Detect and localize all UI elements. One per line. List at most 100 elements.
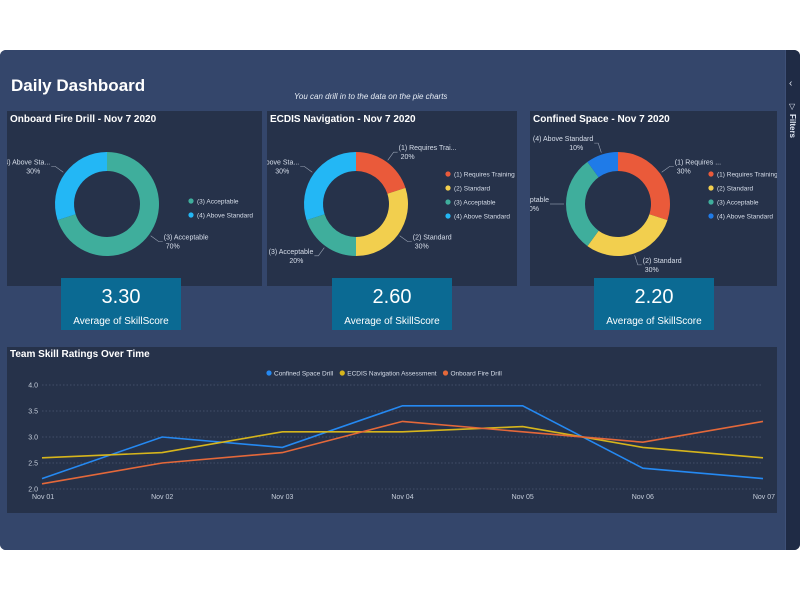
- legend-marker[interactable]: [339, 370, 345, 376]
- kpi-value: 3.30: [101, 286, 141, 308]
- ecdis-donut-card[interactable]: ECDIS Navigation - Nov 7 2020 (1) Requir…: [267, 111, 517, 286]
- kpi-card-fire-drill[interactable]: 3.30 Average of SkillScore: [61, 278, 181, 330]
- kpi-label: Average of SkillScore: [606, 316, 702, 327]
- x-tick-label: Nov 01: [32, 494, 54, 501]
- y-tick-label: 4.0: [28, 383, 38, 390]
- slice-percent: 30%: [645, 267, 659, 274]
- leader-line: [150, 235, 163, 242]
- fire-drill-donut-title: Onboard Fire Drill - Nov 7 2020: [10, 114, 157, 125]
- donut-slice[interactable]: [618, 152, 670, 221]
- fire-drill-donut-card[interactable]: Onboard Fire Drill - Nov 7 2020 (3) Acce…: [7, 111, 262, 286]
- donut-slice[interactable]: [356, 187, 408, 256]
- series-line[interactable]: [41, 420, 764, 485]
- x-tick-label: Nov 02: [151, 494, 173, 501]
- legend-marker[interactable]: [708, 213, 714, 219]
- leader-line: [634, 255, 642, 266]
- slice-percent: 30%: [275, 168, 289, 175]
- legend-label: (4) Above Standard: [717, 214, 773, 221]
- legend-marker[interactable]: [445, 185, 451, 191]
- legend-marker[interactable]: [445, 171, 451, 177]
- filters-pane[interactable]: ‹ ▽ Filters: [785, 50, 800, 550]
- donut-slice[interactable]: [57, 152, 160, 256]
- leader-line: [399, 235, 412, 242]
- x-tick-label: Nov 04: [391, 494, 413, 501]
- dashboard-window: Daily Dashboard You can drill in to the …: [0, 50, 800, 550]
- donut-slice[interactable]: [566, 161, 599, 247]
- legend-label: Confined Space Drill: [274, 371, 334, 378]
- legend-marker[interactable]: [445, 199, 451, 205]
- x-tick-label: Nov 03: [271, 494, 293, 501]
- x-tick-label: Nov 06: [632, 494, 654, 501]
- y-tick-label: 2.0: [28, 487, 38, 494]
- legend-marker[interactable]: [266, 370, 272, 376]
- y-tick-label: 3.0: [28, 435, 38, 442]
- filters-label[interactable]: Filters: [788, 114, 797, 139]
- slice-label: (4) Above Sta...: [7, 159, 50, 166]
- legend-marker[interactable]: [708, 185, 714, 191]
- confined-space-donut-card[interactable]: Confined Space - Nov 7 2020 (1) Requires…: [530, 111, 777, 286]
- slice-percent: 30%: [530, 206, 539, 213]
- confined-space-donut-chart[interactable]: (1) Requires ... 30% (2) Standard 30% (3) Ac…: [530, 111, 777, 286]
- legend-label: (2) Standard: [454, 186, 491, 193]
- skill-ratings-line-card[interactable]: Team Skill Ratings Over Time 4.0 3.5 3.0 2.…: [7, 347, 777, 513]
- chevron-left-icon[interactable]: ‹: [789, 78, 793, 89]
- kpi-value: 2.20: [634, 286, 674, 308]
- leader-line: [661, 166, 674, 173]
- line-chart-title: Team Skill Ratings Over Time: [10, 349, 150, 360]
- legend-marker[interactable]: [188, 198, 194, 204]
- slice-label: (4) Above Sta...: [267, 159, 299, 166]
- kpi-label: Average of SkillScore: [73, 316, 169, 327]
- kpi-card-confined-space[interactable]: 2.20 Average of SkillScore: [594, 278, 714, 330]
- leader-line: [314, 247, 325, 257]
- page-subtitle: You can drill in to the data on the pie …: [294, 92, 448, 101]
- series-line[interactable]: [41, 404, 764, 480]
- series-line[interactable]: [41, 425, 764, 459]
- slice-percent: 30%: [415, 244, 429, 251]
- donut-slice[interactable]: [55, 152, 107, 221]
- slice-percent: 20%: [289, 258, 303, 265]
- slice-percent: 70%: [166, 244, 180, 251]
- slice-percent: 30%: [677, 168, 691, 175]
- leader-line: [300, 166, 313, 173]
- donut-slice[interactable]: [587, 214, 668, 256]
- page-title: Daily Dashboard: [11, 76, 146, 95]
- kpi-card-ecdis[interactable]: 2.60 Average of SkillScore: [332, 278, 452, 330]
- y-tick-label: 3.5: [28, 409, 38, 416]
- slice-percent: 20%: [401, 154, 415, 161]
- kpi-label: Average of SkillScore: [344, 316, 440, 327]
- legend-marker[interactable]: [442, 370, 449, 376]
- slice-label: (3) Acceptable: [269, 249, 314, 256]
- legend-marker[interactable]: [445, 213, 451, 219]
- leader-line: [387, 151, 398, 161]
- legend-label: (3) Acceptable: [717, 200, 759, 207]
- legend-label: (1) Requires Training: [717, 172, 777, 179]
- slice-label: (2) Standard: [413, 235, 452, 242]
- y-tick-label: 2.5: [28, 461, 38, 468]
- ecdis-donut-chart[interactable]: (1) Requires Trai... 20% (2) Standard 30% (3…: [267, 111, 517, 286]
- slice-label: (1) Requires Trai...: [399, 145, 457, 152]
- slice-label: (1) Requires ...: [675, 159, 721, 166]
- legend-marker[interactable]: [188, 212, 194, 218]
- kpi-value: 2.60: [372, 286, 412, 308]
- legend-label: (1) Requires Training: [454, 172, 515, 179]
- x-tick-label: Nov 07: [753, 494, 775, 501]
- donut-slice[interactable]: [356, 152, 406, 194]
- legend-label: (4) Above Standard: [197, 213, 253, 220]
- legend-label: ECDIS Navigation Assessment: [347, 371, 436, 378]
- leader-line: [51, 166, 64, 173]
- legend-label: (3) Acceptable: [197, 199, 239, 206]
- x-tick-label: Nov 05: [512, 494, 534, 501]
- slice-label: (2) Standard: [643, 258, 682, 265]
- legend-label: Onboard Fire Drill: [451, 371, 503, 378]
- slice-percent: 10%: [569, 145, 583, 152]
- legend-marker[interactable]: [708, 171, 714, 177]
- legend-marker[interactable]: [708, 199, 714, 205]
- donut-slice[interactable]: [304, 152, 356, 221]
- filter-icon: ▽: [789, 102, 796, 111]
- slice-label: (4) Above Standard: [533, 136, 593, 143]
- fire-drill-donut-chart[interactable]: (3) Acceptable 70% (4) Above Sta... 30% (3) …: [7, 111, 262, 286]
- donut-slice[interactable]: [306, 214, 356, 256]
- donut-slice[interactable]: [587, 152, 618, 178]
- confined-space-donut-title: Confined Space - Nov 7 2020: [533, 114, 670, 125]
